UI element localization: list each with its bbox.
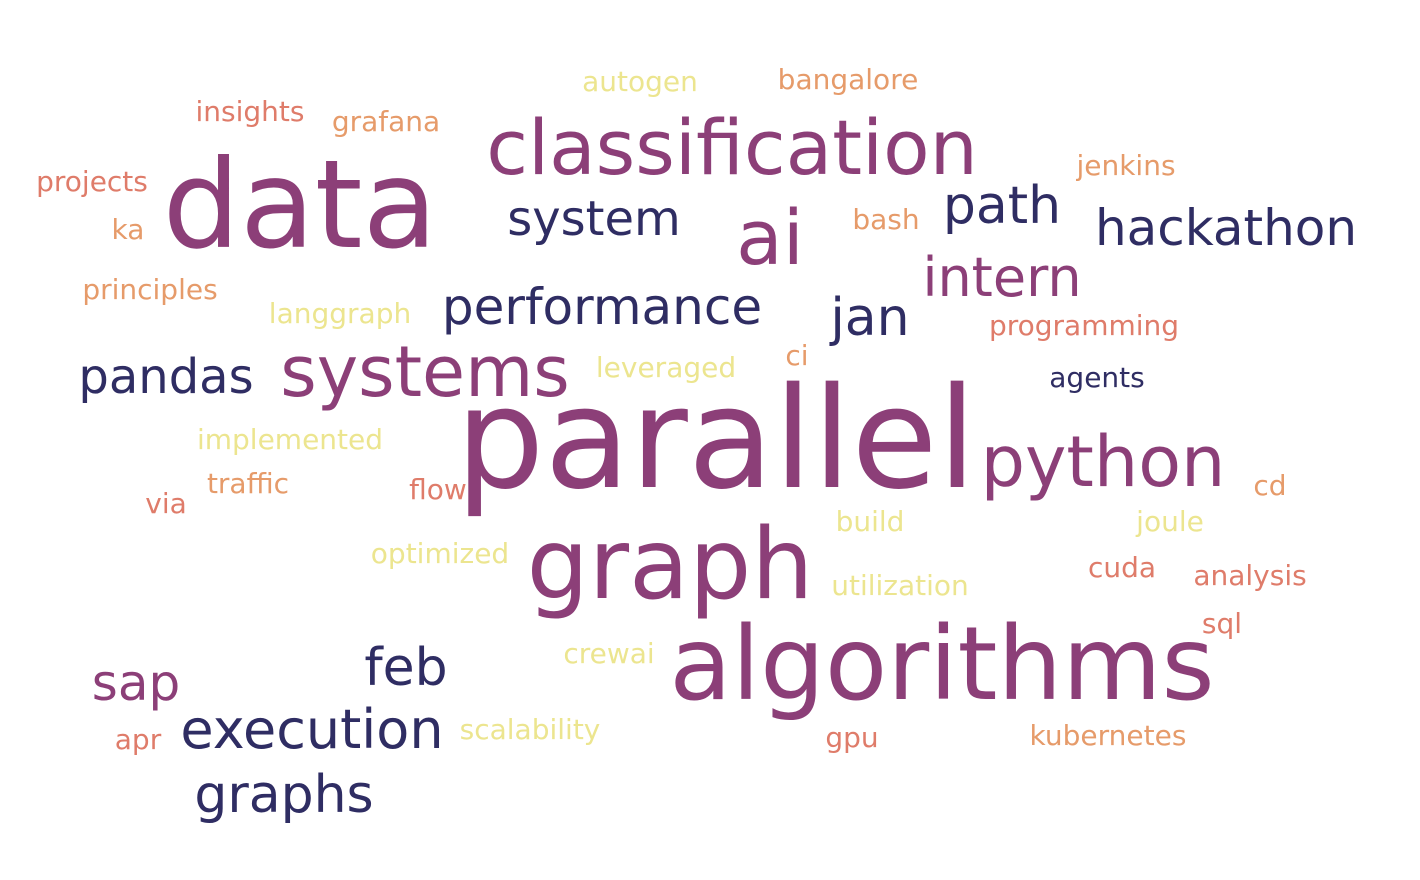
word-implemented: implemented xyxy=(196,423,384,456)
word-principles: principles xyxy=(82,273,218,306)
word-parallel: parallel xyxy=(455,358,977,521)
word-performance: performance xyxy=(441,278,763,336)
word-langgraph: langgraph xyxy=(268,297,412,330)
word-bangalore: bangalore xyxy=(777,63,919,96)
word-programming: programming xyxy=(988,309,1180,342)
word-insights: insights xyxy=(195,95,305,128)
word-grafana: grafana xyxy=(331,105,441,138)
word-cuda: cuda xyxy=(1087,551,1157,584)
word-sql: sql xyxy=(1201,607,1243,640)
word-feb: feb xyxy=(364,638,448,698)
word-jenkins: jenkins xyxy=(1076,149,1176,182)
word-hackathon: hackathon xyxy=(1094,199,1358,257)
word-flow: flow xyxy=(409,473,467,506)
word-graphs: graphs xyxy=(194,765,374,825)
word-classification: classification xyxy=(486,103,978,192)
word-cd: cd xyxy=(1253,469,1287,502)
word-utilization: utilization xyxy=(831,569,969,602)
word-apr: apr xyxy=(114,723,162,756)
word-crewai: crewai xyxy=(563,637,655,670)
word-execution: execution xyxy=(180,698,444,761)
word-analysis: analysis xyxy=(1193,559,1307,592)
word-pandas: pandas xyxy=(78,349,254,405)
word-python: python xyxy=(980,421,1226,503)
word-intern: intern xyxy=(922,246,1082,309)
word-bash: bash xyxy=(852,203,920,236)
word-data: data xyxy=(162,134,438,276)
word-graph: graph xyxy=(526,508,814,622)
word-ci: ci xyxy=(785,339,809,372)
word-scalability: scalability xyxy=(459,713,601,746)
word-agents: agents xyxy=(1049,361,1145,394)
word-algorithms: algorithms xyxy=(669,605,1215,724)
word-projects: projects xyxy=(36,165,148,198)
word-gpu: gpu xyxy=(825,721,879,754)
word-jan: jan xyxy=(830,288,910,348)
word-via: via xyxy=(145,487,187,520)
word-sap: sap xyxy=(91,654,181,712)
word-ka: ka xyxy=(111,213,145,246)
word-autogen: autogen xyxy=(582,65,698,98)
word-optimized: optimized xyxy=(370,537,510,570)
word-system: system xyxy=(507,191,681,247)
word-leveraged: leveraged xyxy=(595,351,737,384)
word-build: build xyxy=(835,505,905,538)
word-traffic: traffic xyxy=(206,467,290,500)
word-systems: systems xyxy=(280,331,570,413)
word-path: path xyxy=(942,176,1062,236)
word-kubernetes: kubernetes xyxy=(1029,719,1187,752)
word-joule: joule xyxy=(1136,505,1204,538)
word-ai: ai xyxy=(736,193,804,282)
